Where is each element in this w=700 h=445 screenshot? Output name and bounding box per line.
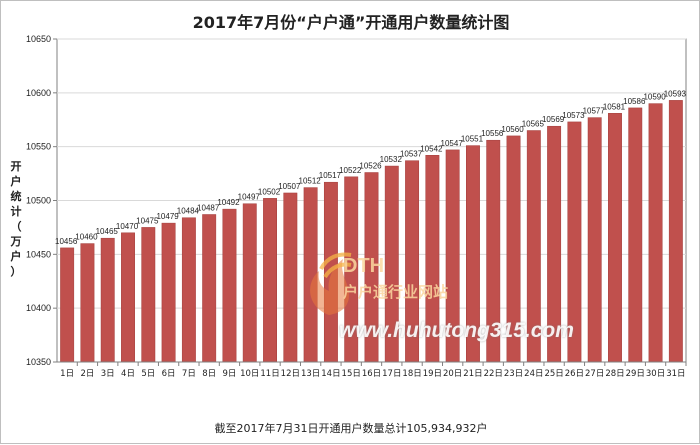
x-tick-label: 7日 xyxy=(182,369,196,379)
data-label: 10465 xyxy=(96,227,119,236)
x-tick-label: 20日 xyxy=(443,369,462,379)
x-tick-label: 21日 xyxy=(463,369,482,379)
x-tick-label: 1日 xyxy=(60,369,74,379)
x-tick-label: 10日 xyxy=(240,369,259,379)
x-tick-label: 9日 xyxy=(223,369,237,379)
data-label: 10586 xyxy=(623,97,646,106)
x-tick-label: 15日 xyxy=(342,369,361,379)
data-label: 10593 xyxy=(664,89,687,98)
bar xyxy=(202,214,217,363)
watermark-brand: DTH xyxy=(343,255,385,277)
bar xyxy=(283,192,298,363)
flame-signal-icon xyxy=(310,252,352,315)
data-label: 10547 xyxy=(441,139,464,148)
bar xyxy=(161,222,176,363)
data-label: 10556 xyxy=(481,129,504,138)
bar xyxy=(141,227,156,363)
data-label: 10537 xyxy=(400,150,423,159)
x-tick-label: 26日 xyxy=(565,369,584,379)
data-label: 10470 xyxy=(116,222,139,231)
bar xyxy=(242,203,257,363)
x-tick-label: 19日 xyxy=(423,369,442,379)
x-tick-label: 14日 xyxy=(321,369,340,379)
bar xyxy=(263,198,277,363)
bar xyxy=(222,208,237,363)
data-label: 10507 xyxy=(278,182,301,191)
data-label: 10526 xyxy=(359,162,382,171)
bar xyxy=(587,117,602,363)
x-tick-label: 24日 xyxy=(524,369,543,379)
data-label: 10512 xyxy=(299,177,322,186)
x-tick-label: 5日 xyxy=(141,369,155,379)
x-tick-label: 27日 xyxy=(585,369,604,379)
chart-title: 2017年7月份“户户通”开通用户数量统计图 xyxy=(192,13,510,32)
x-tick-label: 13日 xyxy=(301,369,320,379)
data-label: 10551 xyxy=(461,135,484,144)
bar xyxy=(100,237,115,363)
y-tick-label: 10400 xyxy=(26,303,51,313)
bar xyxy=(60,247,75,363)
y-tick-label: 10450 xyxy=(26,249,51,259)
x-tick-label: 6日 xyxy=(162,369,176,379)
bar xyxy=(181,217,196,363)
data-label: 10460 xyxy=(75,233,98,242)
x-tick-label: 2日 xyxy=(80,369,94,379)
bar xyxy=(121,232,135,363)
bar xyxy=(628,107,643,363)
y-tick-label: 10600 xyxy=(26,88,51,98)
data-label: 10502 xyxy=(258,187,281,196)
bar xyxy=(668,100,683,363)
x-tick-label: 11日 xyxy=(260,369,279,379)
data-label: 10497 xyxy=(238,193,261,202)
y-tick-label: 10550 xyxy=(26,142,51,152)
data-label: 10532 xyxy=(380,155,403,164)
x-tick-label: 8日 xyxy=(202,369,216,379)
x-tick-label: 23日 xyxy=(504,369,523,379)
y-tick-label: 10650 xyxy=(26,34,51,44)
data-label: 10577 xyxy=(583,107,606,116)
x-tick-label: 12日 xyxy=(281,369,300,379)
y-axis-label: 开户统计（万户） xyxy=(10,160,22,278)
x-tick-label: 29日 xyxy=(626,369,645,379)
data-label: 10475 xyxy=(136,216,159,225)
bar xyxy=(80,243,95,363)
data-label: 10560 xyxy=(501,125,524,134)
x-tick-label: 28日 xyxy=(605,369,624,379)
y-tick-label: 10500 xyxy=(26,196,51,206)
data-label: 10581 xyxy=(603,102,626,111)
bar xyxy=(608,113,622,363)
bar xyxy=(648,103,663,363)
watermark-site-name: 户户通行业网站 xyxy=(343,283,449,301)
x-tick-label: 25日 xyxy=(544,369,563,379)
data-label: 10487 xyxy=(197,203,220,212)
x-tick-label: 30日 xyxy=(646,369,665,379)
data-label: 10522 xyxy=(339,166,362,175)
data-label: 10456 xyxy=(55,237,78,246)
data-label: 10569 xyxy=(542,115,565,124)
data-label: 10517 xyxy=(319,171,342,180)
data-label: 10573 xyxy=(562,111,585,120)
x-tick-label: 17日 xyxy=(382,369,401,379)
x-tick-label: 3日 xyxy=(101,369,115,379)
watermark-url: www.huhutong315.com xyxy=(339,319,574,342)
data-label: 10565 xyxy=(522,120,545,129)
x-tick-label: 4日 xyxy=(121,369,135,379)
y-tick-label: 10350 xyxy=(26,357,51,367)
x-tick-label: 16日 xyxy=(362,369,381,379)
watermark: DTH 户户通行业网站 www.huhutong315.com xyxy=(299,249,574,359)
data-label: 10479 xyxy=(156,212,179,221)
data-label: 10492 xyxy=(217,198,240,207)
data-label: 10542 xyxy=(420,144,443,153)
footer-note: 截至2017年7月31日开通用户数量总计105,934,932户 xyxy=(214,422,488,435)
x-tick-label: 18日 xyxy=(402,369,421,379)
data-label: 10590 xyxy=(643,93,666,102)
x-tick-label: 22日 xyxy=(484,369,503,379)
x-tick-label: 31日 xyxy=(666,369,685,379)
data-label: 10484 xyxy=(177,207,200,216)
